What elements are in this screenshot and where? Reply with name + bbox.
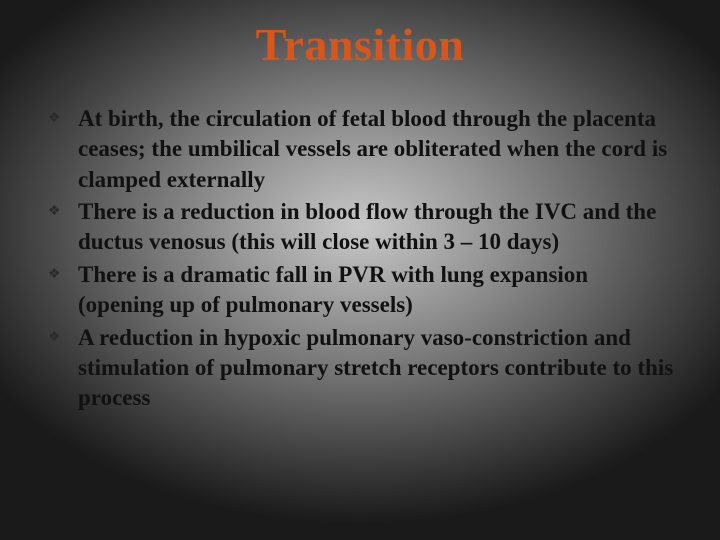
slide-title: Transition: [0, 0, 720, 71]
list-item: ❖ A reduction in hypoxic pulmonary vaso-…: [44, 323, 676, 414]
bullet-text: At birth, the circulation of fetal blood…: [78, 104, 676, 195]
bullet-text: A reduction in hypoxic pulmonary vaso-co…: [78, 323, 676, 414]
bullet-list: ❖ At birth, the circulation of fetal blo…: [44, 104, 676, 416]
bullet-icon: ❖: [44, 197, 78, 227]
list-item: ❖ There is a reduction in blood flow thr…: [44, 197, 676, 258]
slide: Transition ❖ At birth, the circulation o…: [0, 0, 720, 540]
bullet-icon: ❖: [44, 323, 78, 353]
list-item: ❖ There is a dramatic fall in PVR with l…: [44, 260, 676, 321]
bullet-icon: ❖: [44, 104, 78, 134]
bullet-icon: ❖: [44, 260, 78, 290]
bullet-text: There is a dramatic fall in PVR with lun…: [78, 260, 676, 321]
list-item: ❖ At birth, the circulation of fetal blo…: [44, 104, 676, 195]
bullet-text: There is a reduction in blood flow throu…: [78, 197, 676, 258]
